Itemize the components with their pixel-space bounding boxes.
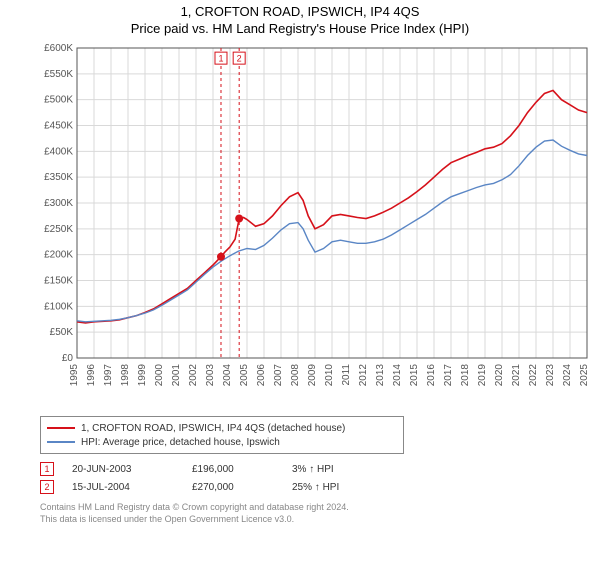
- svg-text:2008: 2008: [290, 364, 301, 387]
- svg-text:2009: 2009: [307, 364, 318, 387]
- transaction-date: 15-JUL-2004: [72, 482, 192, 493]
- line-chart: £0 £50K £100K £150K £200K £250K £300K £350K £400…: [35, 40, 595, 410]
- svg-text:2016: 2016: [426, 364, 437, 387]
- transaction-marker: 1: [40, 462, 54, 476]
- legend-swatch: [47, 441, 75, 443]
- svg-text:2022: 2022: [528, 364, 539, 387]
- svg-text:2001: 2001: [171, 364, 182, 387]
- svg-text:2: 2: [237, 54, 242, 64]
- attribution-line2: This data is licensed under the Open Gov…: [40, 514, 600, 526]
- svg-text:£300K: £300K: [44, 198, 73, 209]
- transaction-pct: 3% ↑ HPI: [292, 464, 392, 475]
- legend-label: 1, CROFTON ROAD, IPSWICH, IP4 4QS (detac…: [81, 423, 345, 434]
- svg-text:1996: 1996: [86, 364, 97, 387]
- svg-text:1999: 1999: [137, 364, 148, 387]
- svg-text:1995: 1995: [69, 364, 80, 387]
- legend: 1, CROFTON ROAD, IPSWICH, IP4 4QS (detac…: [40, 416, 404, 454]
- transaction-pct: 25% ↑ HPI: [292, 482, 392, 493]
- transaction-price: £270,000: [192, 482, 292, 493]
- svg-text:£0: £0: [62, 353, 74, 364]
- svg-text:£500K: £500K: [44, 95, 73, 106]
- svg-text:2006: 2006: [256, 364, 267, 387]
- svg-text:1: 1: [218, 54, 223, 64]
- attribution-line1: Contains HM Land Registry data © Crown c…: [40, 502, 600, 514]
- svg-text:2025: 2025: [579, 364, 590, 387]
- chart-subtitle: Price paid vs. HM Land Registry's House …: [0, 21, 600, 36]
- svg-text:2005: 2005: [239, 364, 250, 387]
- transactions-table: 1 20-JUN-2003£196,0003% ↑ HPI 2 15-JUL-2004…: [40, 460, 600, 496]
- transaction-date: 20-JUN-2003: [72, 464, 192, 475]
- svg-text:2019: 2019: [477, 364, 488, 387]
- transaction-marker: 2: [40, 480, 54, 494]
- svg-text:2013: 2013: [375, 364, 386, 387]
- svg-text:£600K: £600K: [44, 43, 73, 54]
- svg-text:2000: 2000: [154, 364, 165, 387]
- legend-swatch: [47, 427, 75, 429]
- legend-item: HPI: Average price, detached house, Ipsw…: [47, 435, 397, 449]
- svg-text:£150K: £150K: [44, 276, 73, 287]
- svg-text:2007: 2007: [273, 364, 284, 387]
- transaction-row: 2 15-JUL-2004£270,00025% ↑ HPI: [40, 478, 600, 496]
- legend-item: 1, CROFTON ROAD, IPSWICH, IP4 4QS (detac…: [47, 421, 397, 435]
- transaction-price: £196,000: [192, 464, 292, 475]
- svg-text:2023: 2023: [545, 364, 556, 387]
- svg-text:2017: 2017: [443, 364, 454, 387]
- svg-text:2014: 2014: [392, 364, 403, 387]
- svg-text:£100K: £100K: [44, 301, 73, 312]
- transaction-row: 1 20-JUN-2003£196,0003% ↑ HPI: [40, 460, 600, 478]
- svg-text:£350K: £350K: [44, 172, 73, 183]
- chart-title: 1, CROFTON ROAD, IPSWICH, IP4 4QS: [0, 4, 600, 19]
- svg-text:£450K: £450K: [44, 121, 73, 132]
- svg-text:2010: 2010: [324, 364, 335, 387]
- chart-area: £0 £50K £100K £150K £200K £250K £300K £350K £400…: [35, 40, 595, 410]
- svg-text:£50K: £50K: [50, 327, 74, 338]
- svg-text:1997: 1997: [103, 364, 114, 387]
- attribution: Contains HM Land Registry data © Crown c…: [40, 502, 600, 525]
- svg-text:£400K: £400K: [44, 146, 73, 157]
- svg-text:2011: 2011: [341, 364, 352, 386]
- svg-text:2012: 2012: [358, 364, 369, 387]
- svg-text:2003: 2003: [205, 364, 216, 387]
- svg-text:2018: 2018: [460, 364, 471, 387]
- svg-text:2021: 2021: [511, 364, 522, 387]
- svg-text:2020: 2020: [494, 364, 505, 387]
- svg-text:2002: 2002: [188, 364, 199, 387]
- svg-text:£200K: £200K: [44, 250, 73, 261]
- svg-text:£250K: £250K: [44, 224, 73, 235]
- legend-label: HPI: Average price, detached house, Ipsw…: [81, 437, 280, 448]
- svg-text:2015: 2015: [409, 364, 420, 387]
- svg-text:2004: 2004: [222, 364, 233, 387]
- svg-text:2024: 2024: [562, 364, 573, 387]
- svg-text:1998: 1998: [120, 364, 131, 387]
- svg-text:£550K: £550K: [44, 69, 73, 80]
